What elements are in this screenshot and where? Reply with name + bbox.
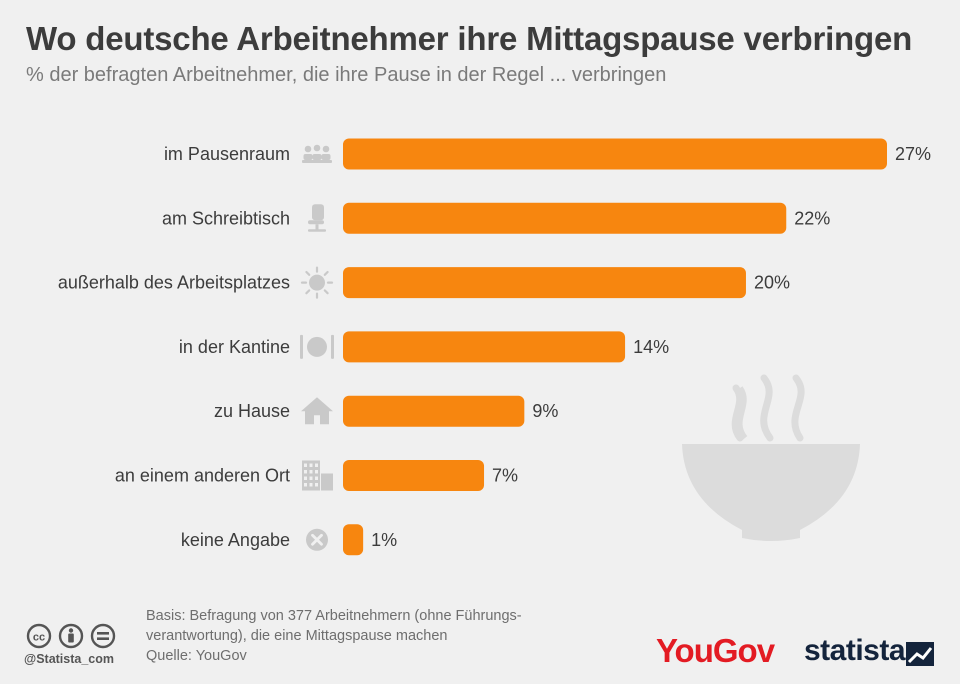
value-label: 22% <box>794 208 830 228</box>
category-label: an einem anderen Ort <box>115 466 290 486</box>
bar <box>343 202 787 234</box>
no-derivatives-icon <box>90 623 116 649</box>
bar <box>343 460 485 491</box>
value-label: 9% <box>532 401 558 421</box>
building-icon <box>302 460 333 491</box>
people-icon <box>302 144 332 163</box>
bar <box>343 267 746 299</box>
chart-subtitle: % der befragten Arbeitnehmer, die ihre P… <box>26 64 667 86</box>
bar <box>343 138 887 170</box>
value-label: 20% <box>754 273 790 293</box>
plate-cutlery-icon <box>300 334 334 359</box>
value-label: 27% <box>895 144 931 164</box>
category-label: außerhalb des Arbeitsplatzes <box>58 273 290 293</box>
statista-mark-icon <box>906 642 934 666</box>
house-icon <box>301 397 333 425</box>
value-label: 14% <box>633 337 669 357</box>
soup-bowl-icon <box>682 374 860 541</box>
value-label: 1% <box>371 530 397 550</box>
value-label: 7% <box>492 466 518 486</box>
footer-notes: Basis: Befragung von 377 Arbeitnehmern (… <box>146 606 522 666</box>
category-label: im Pausenraum <box>164 144 290 164</box>
statista-logo: statista <box>804 634 906 667</box>
bar-chart: im Pausenraum 27% am Schreibtisch 22% außerh… <box>58 138 931 556</box>
attribution-icon <box>58 623 84 649</box>
bar <box>343 331 626 363</box>
bar <box>343 395 525 427</box>
statista-handle: @Statista_com <box>24 652 114 666</box>
license-icons: cc <box>26 623 116 649</box>
basis-note-line2: verantwortung), die eine Mittagspause ma… <box>146 628 448 644</box>
x-circle-icon <box>306 528 328 551</box>
category-label: in der Kantine <box>179 337 290 357</box>
source-note: Quelle: YouGov <box>146 648 247 664</box>
category-label: zu Hause <box>214 401 290 421</box>
svg-text:cc: cc <box>33 632 45 644</box>
category-label: keine Angabe <box>181 530 290 550</box>
sun-icon <box>300 266 334 299</box>
yougov-logo: YouGov <box>656 632 775 669</box>
basis-note-line1: Basis: Befragung von 377 Arbeitnehmern (… <box>146 608 522 624</box>
chart-title: Wo deutsche Arbeitnehmer ihre Mittagspau… <box>26 20 913 57</box>
cc-icon: cc <box>26 623 52 649</box>
bar <box>343 524 364 556</box>
office-chair-icon <box>308 204 326 232</box>
category-label: am Schreibtisch <box>162 208 290 228</box>
